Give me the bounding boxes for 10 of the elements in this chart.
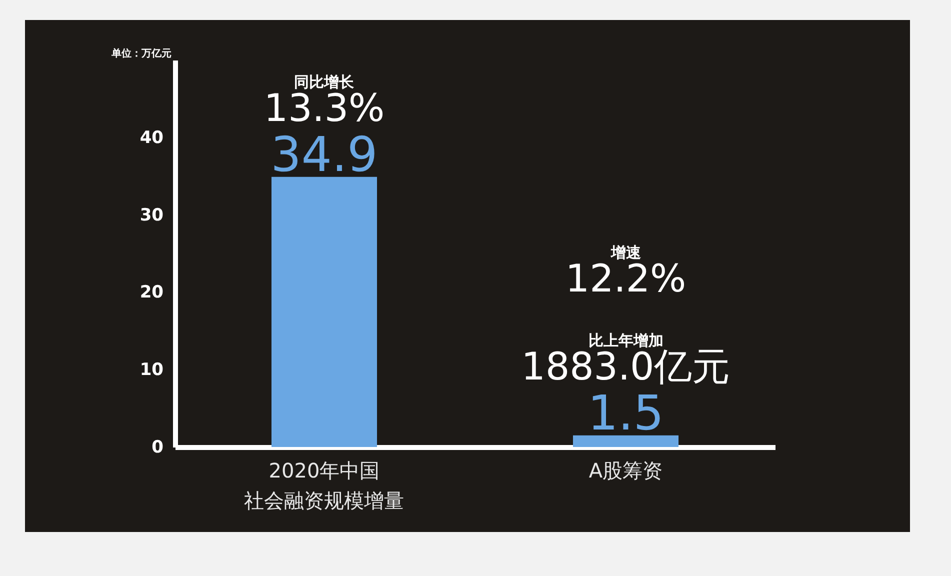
- data-label: 34.9: [270, 126, 378, 183]
- y-axis-title: 单位：万亿元: [110, 48, 172, 60]
- y-tick-label: 30: [140, 205, 164, 226]
- y-tick-label: 0: [152, 438, 164, 458]
- y-tick-label: 20: [140, 282, 164, 303]
- y-tick-label: 10: [140, 360, 164, 380]
- data-label: 1.5: [588, 385, 664, 442]
- y-tick-label: 40: [140, 128, 164, 148]
- x-tick-label: 2020年中国社会融资规模增量: [244, 458, 404, 512]
- x-tick-label: A股筹资: [588, 458, 663, 482]
